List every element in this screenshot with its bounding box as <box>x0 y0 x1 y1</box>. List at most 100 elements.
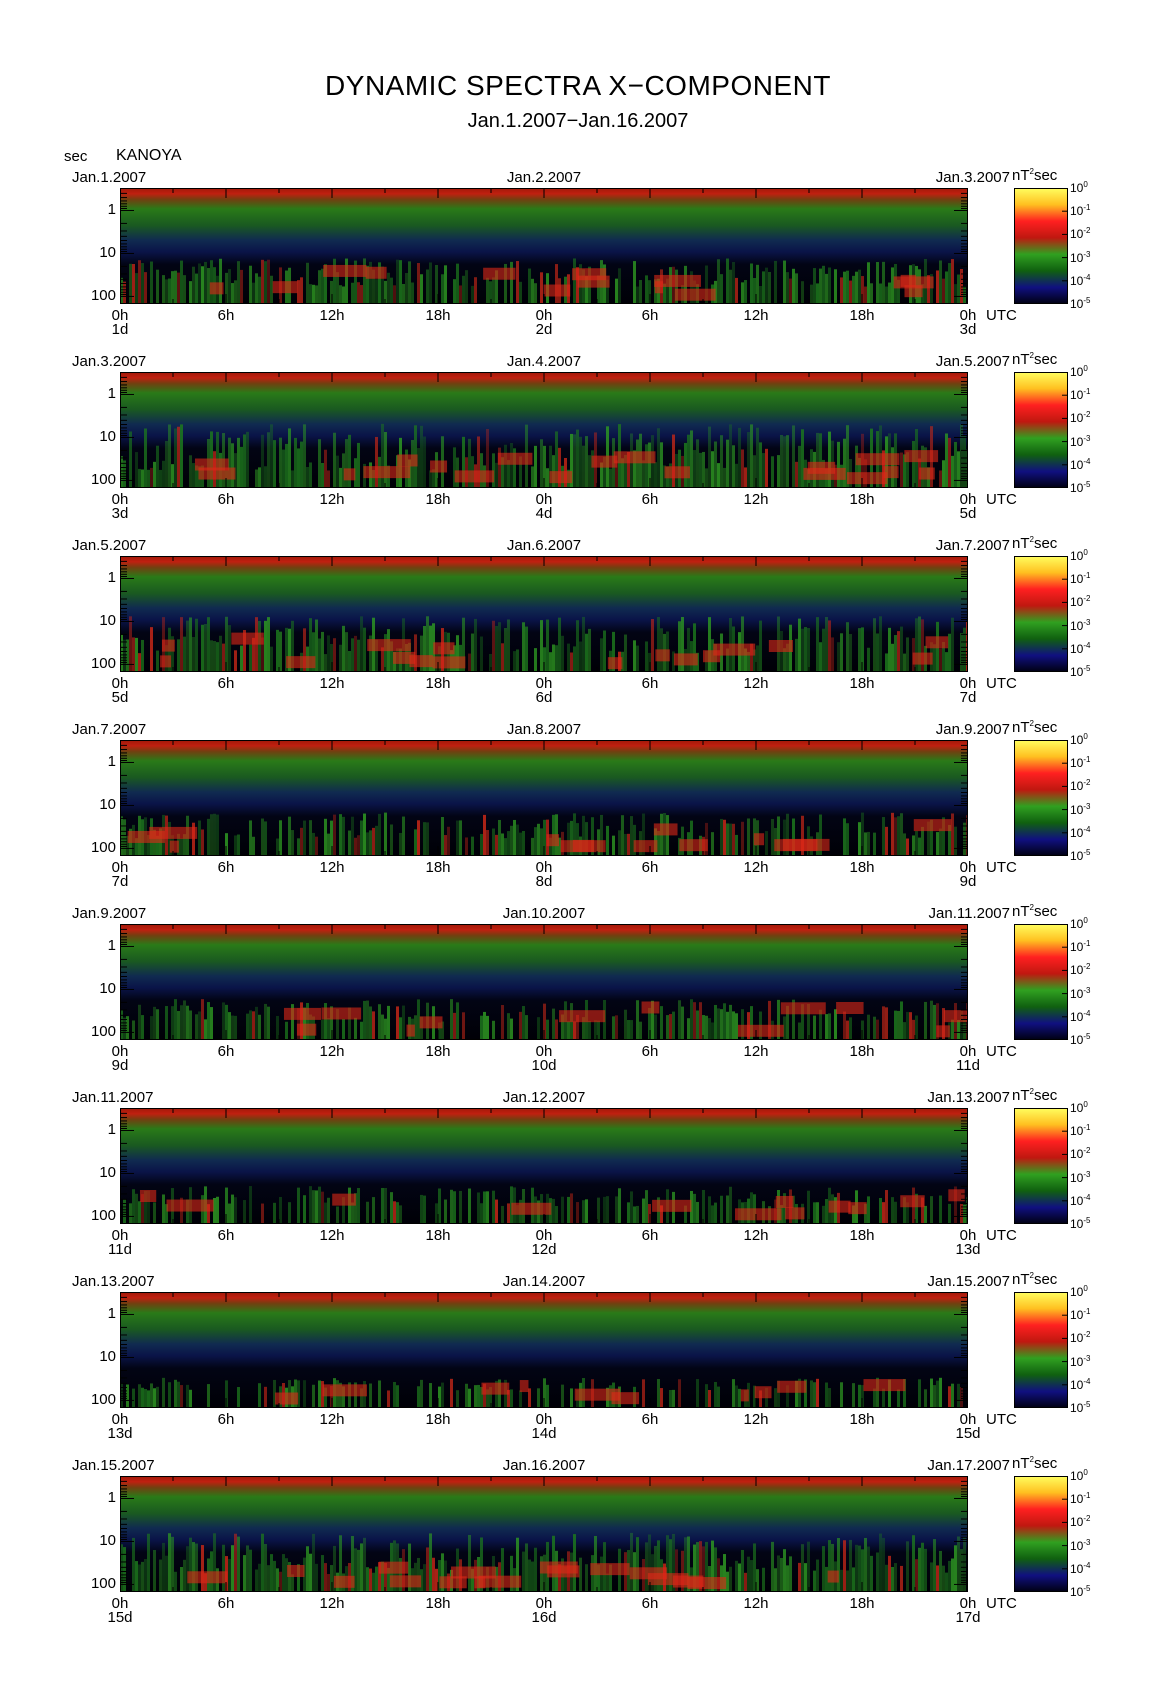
colorbar-7 <box>1014 1292 1068 1408</box>
x-tick-label: 0h <box>535 1043 553 1060</box>
x-tick-label: 0h <box>111 859 129 876</box>
x-tick-label: 12h <box>743 859 769 876</box>
x-unit-label: UTC <box>986 307 1017 324</box>
x-tick-label: 12h <box>743 1043 769 1060</box>
colorbar-label: 10-2 <box>1070 594 1091 610</box>
x-tick-label: 6h <box>641 1227 659 1244</box>
colorbar-label: 10-3 <box>1070 801 1091 817</box>
x-tick-label: 18h <box>849 1411 875 1428</box>
colorbar-label: 10-5 <box>1070 1584 1091 1599</box>
spectrogram-panel-7 <box>120 1292 968 1408</box>
date-label-right: Jan.13.2007 <box>927 1089 1010 1106</box>
x-tick-label: 0h <box>535 1411 553 1428</box>
spectrogram-panel-4 <box>120 740 968 856</box>
colorbar-label: 100 <box>1070 916 1088 931</box>
day-label-left: 15d <box>107 1609 133 1626</box>
x-tick-label: 18h <box>849 1595 875 1612</box>
x-tick-label: 0h <box>111 491 129 508</box>
x-tick-label: 0h <box>535 307 553 324</box>
x-unit-label: UTC <box>986 1411 1017 1428</box>
colorbar-label: 10-1 <box>1070 203 1091 219</box>
x-tick-label: 12h <box>743 1227 769 1244</box>
x-tick-label: 18h <box>425 1227 451 1244</box>
x-tick-label: 0h <box>959 1595 977 1612</box>
x-tick-label: 0h <box>111 1595 129 1612</box>
date-label-left: Jan.5.2007 <box>72 537 147 554</box>
x-tick-label: 18h <box>849 675 875 692</box>
y-tick-label: 10 <box>99 244 116 262</box>
colorbar-label: 10-2 <box>1070 1330 1091 1346</box>
x-tick-label: 6h <box>641 491 659 508</box>
x-tick-label: 6h <box>641 1411 659 1428</box>
x-unit-label: UTC <box>986 491 1017 508</box>
spectrogram-panel-1 <box>120 188 968 304</box>
date-label-mid: Jan.16.2007 <box>502 1457 586 1474</box>
x-tick-label: 0h <box>959 859 977 876</box>
x-tick-label: 18h <box>425 491 451 508</box>
x-tick-label: 18h <box>849 1043 875 1060</box>
x-tick-label: 0h <box>535 859 553 876</box>
date-label-mid: Jan.6.2007 <box>506 537 582 554</box>
x-tick-label: 0h <box>959 675 977 692</box>
day-label-right: 15d <box>955 1425 981 1442</box>
day-label-mid: 10d <box>531 1057 557 1074</box>
colorbar-unit: nT2sec <box>1012 167 1058 184</box>
colorbar-2 <box>1014 372 1068 488</box>
x-tick-label: 12h <box>319 859 345 876</box>
x-tick-label: 0h <box>535 1227 553 1244</box>
colorbar-label: 10-1 <box>1070 571 1091 587</box>
colorbar-4 <box>1014 740 1068 856</box>
x-tick-label: 12h <box>319 675 345 692</box>
date-label-mid: Jan.12.2007 <box>502 1089 586 1106</box>
y-tick-label: 100 <box>90 655 116 673</box>
day-label-left: 1d <box>111 321 129 338</box>
x-tick-label: 18h <box>425 307 451 324</box>
date-label-left: Jan.13.2007 <box>72 1273 155 1290</box>
day-label-mid: 2d <box>535 321 553 338</box>
date-label-mid: Jan.4.2007 <box>506 353 582 370</box>
x-tick-label: 18h <box>425 675 451 692</box>
x-tick-label: 0h <box>959 307 977 324</box>
x-tick-label: 6h <box>641 307 659 324</box>
x-tick-label: 18h <box>425 1411 451 1428</box>
date-label-right: Jan.17.2007 <box>927 1457 1010 1474</box>
date-label-left: Jan.3.2007 <box>72 353 147 370</box>
day-label-mid: 16d <box>531 1609 557 1626</box>
colorbar-8 <box>1014 1476 1068 1592</box>
colorbar-label: 100 <box>1070 364 1088 379</box>
colorbar-label: 10-2 <box>1070 962 1091 978</box>
colorbar-label: 10-4 <box>1070 1192 1091 1208</box>
x-tick-label: 0h <box>535 1595 553 1612</box>
y-tick-label: 1 <box>107 753 116 771</box>
day-label-left: 13d <box>107 1425 133 1442</box>
colorbar-label: 10-1 <box>1070 1307 1091 1323</box>
spectrogram-panel-2 <box>120 372 968 488</box>
spectrogram-panel-3 <box>120 556 968 672</box>
colorbar-5 <box>1014 924 1068 1040</box>
chart-title: DYNAMIC SPECTRA X−COMPONENT <box>325 70 831 101</box>
x-tick-label: 0h <box>959 1411 977 1428</box>
x-tick-label: 12h <box>319 1043 345 1060</box>
colorbar-label: 10-2 <box>1070 1514 1091 1530</box>
y-tick-label: 10 <box>99 980 116 998</box>
colorbar-label: 10-1 <box>1070 1491 1091 1507</box>
x-tick-label: 18h <box>849 859 875 876</box>
date-label-left: Jan.15.2007 <box>72 1457 155 1474</box>
colorbar-label: 10-1 <box>1070 939 1091 955</box>
colorbar-unit: nT2sec <box>1012 1087 1058 1104</box>
x-tick-label: 12h <box>319 1595 345 1612</box>
colorbar-unit: nT2sec <box>1012 719 1058 736</box>
colorbar-label: 10-2 <box>1070 410 1091 426</box>
day-label-right: 13d <box>955 1241 981 1258</box>
spectrogram-panel-5 <box>120 924 968 1040</box>
date-label-mid: Jan.10.2007 <box>502 905 586 922</box>
colorbar-label: 10-2 <box>1070 1146 1091 1162</box>
day-label-mid: 6d <box>535 689 553 706</box>
colorbar-label: 10-3 <box>1070 1169 1091 1185</box>
date-label-left: Jan.11.2007 <box>72 1089 154 1106</box>
y-tick-label: 1 <box>107 1121 116 1139</box>
colorbar-unit: nT2sec <box>1012 535 1058 552</box>
x-unit-label: UTC <box>986 859 1017 876</box>
colorbar-label: 10-1 <box>1070 387 1091 403</box>
y-tick-label: 1 <box>107 937 116 955</box>
